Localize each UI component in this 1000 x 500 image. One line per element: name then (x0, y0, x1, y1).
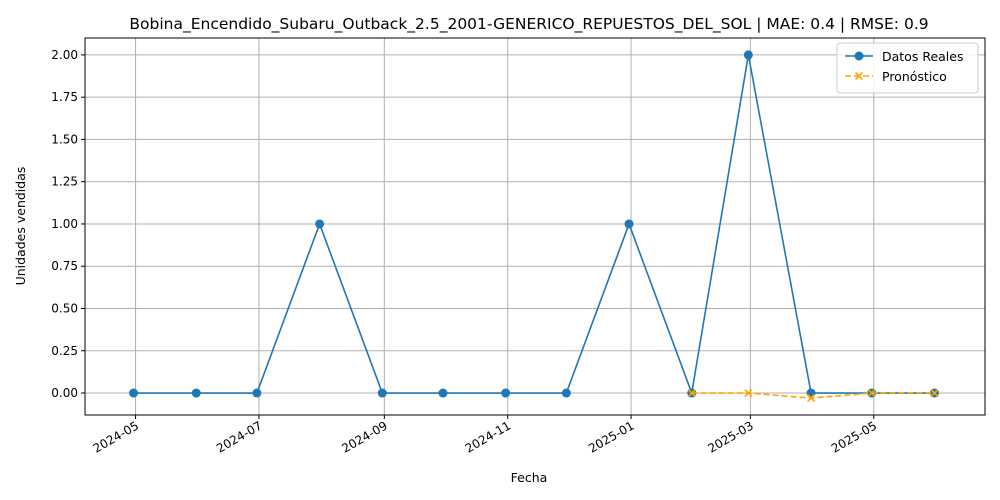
data-point-datos-reales (624, 219, 634, 229)
data-point-datos-reales (252, 388, 262, 398)
data-point-datos-reales (377, 388, 387, 398)
y-tick-label: 1.50 (51, 132, 78, 146)
series-layer (129, 50, 939, 403)
data-point-datos-reales (191, 388, 201, 398)
legend-marker-datos-reales (854, 51, 864, 61)
legend-label-datos-reales: Datos Reales (882, 49, 963, 64)
legend-marker-shape-datos-reales (854, 51, 864, 61)
chart-title: Bobina_Encendido_Subaru_Outback_2.5_2001… (129, 15, 928, 34)
data-point-pronostico (744, 388, 753, 398)
data-point-datos-reales (438, 388, 448, 398)
y-tick-label: 0.75 (51, 259, 78, 273)
y-tick-label: 2.00 (51, 48, 78, 62)
x-axis-label: Fecha (511, 470, 548, 485)
data-point-datos-reales (129, 388, 139, 398)
legend-label-pronostico: Pronóstico (882, 69, 947, 84)
data-point-datos-reales (561, 388, 571, 398)
legend: Datos Reales Pronóstico (836, 42, 979, 94)
y-tick-label: 0.00 (51, 386, 78, 400)
y-tick-label: 0.50 (51, 301, 78, 315)
data-point-pronostico (867, 388, 876, 398)
data-point-pronostico (807, 394, 816, 403)
y-tick-label: 0.25 (51, 344, 78, 358)
data-point-datos-reales (315, 219, 325, 229)
data-point-datos-reales (806, 388, 816, 398)
legend-marker-pronostico (854, 71, 864, 81)
data-point-datos-reales (501, 388, 511, 398)
y-tick-label: 1.25 (51, 175, 78, 189)
series-line-datos-reales (133, 54, 935, 397)
y-axis-label: Unidades vendidas (13, 167, 28, 286)
data-point-datos-reales (743, 50, 753, 60)
y-tick-label: 1.75 (51, 90, 78, 104)
plot-frame (84, 37, 986, 416)
y-tick-label: 1.00 (51, 217, 78, 231)
legend-marker-shape-pronostico (854, 71, 864, 81)
data-point-pronostico (930, 388, 939, 398)
data-point-pronostico (687, 388, 696, 398)
